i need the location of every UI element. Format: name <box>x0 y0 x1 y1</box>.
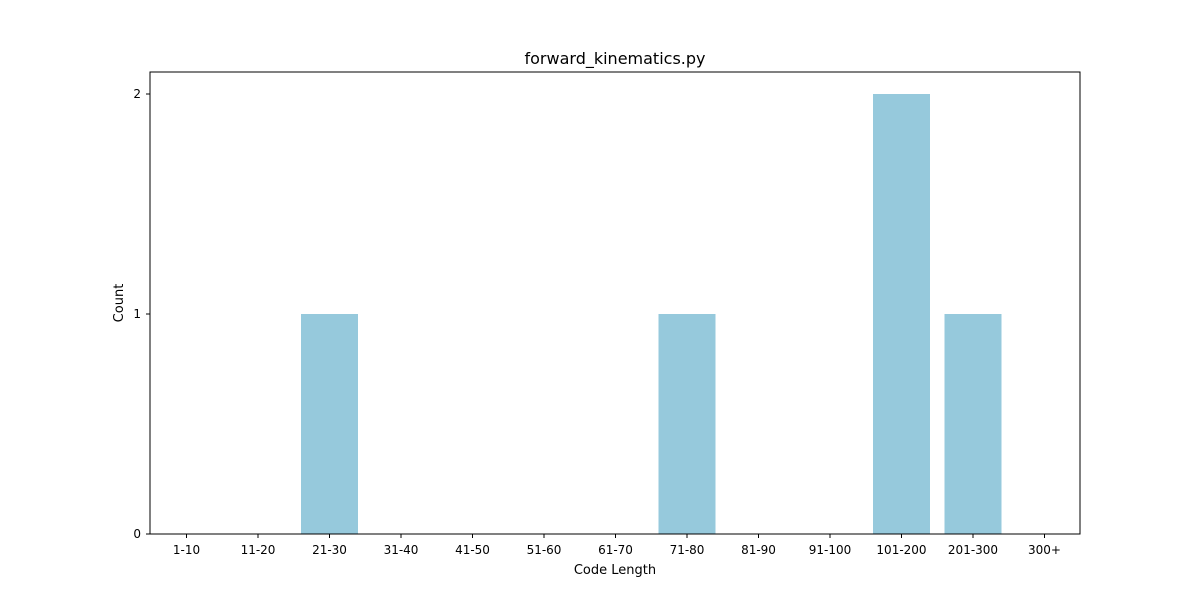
x-axis-label: Code Length <box>574 563 656 578</box>
x-tick-label: 51-60 <box>527 543 562 557</box>
bar-201-300 <box>944 314 1002 534</box>
chart-title: forward_kinematics.py <box>525 49 706 69</box>
x-tick-label: 101-200 <box>876 543 926 557</box>
x-tick-label: 300+ <box>1028 543 1061 557</box>
y-tick-label: 1 <box>133 307 141 321</box>
y-tick-label: 2 <box>133 87 141 101</box>
y-tick-label: 0 <box>133 527 141 541</box>
y-axis-label: Count <box>112 284 127 323</box>
x-tick-label: 11-20 <box>241 543 276 557</box>
x-tick-label: 31-40 <box>384 543 419 557</box>
x-tick-label: 41-50 <box>455 543 490 557</box>
x-tick-label: 81-90 <box>741 543 776 557</box>
bars-group <box>301 94 1002 534</box>
y-ticks-group: 0 1 2 <box>133 87 150 541</box>
x-tick-label: 71-80 <box>670 543 705 557</box>
bar-71-80 <box>658 314 716 534</box>
bar-21-30 <box>301 314 358 534</box>
x-tick-label: 21-30 <box>312 543 347 557</box>
x-ticks-group: 1-10 11-20 21-30 31-40 41-50 51-60 61-70 71-80 8… <box>173 534 1061 557</box>
plot-frame <box>149 71 1081 535</box>
x-tick-label: 91-100 <box>809 543 852 557</box>
x-tick-label: 1-10 <box>173 543 200 557</box>
x-tick-label: 201-300 <box>948 543 998 557</box>
bar-101-200 <box>873 94 930 534</box>
x-tick-label: 61-70 <box>598 543 633 557</box>
